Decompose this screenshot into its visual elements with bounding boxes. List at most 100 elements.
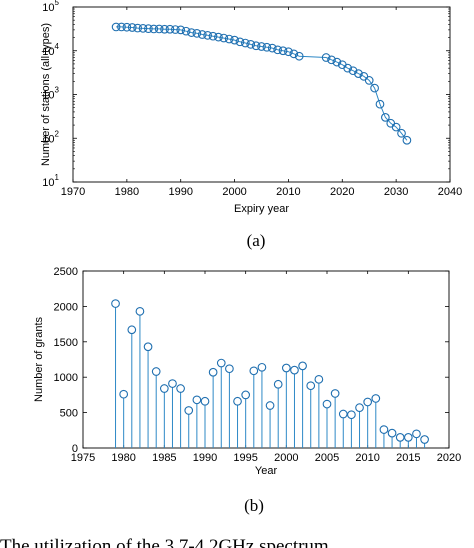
chart-b-xtick-label: 1985 (152, 452, 176, 464)
chart-a-data-point (208, 31, 218, 41)
chart-a-data-point (375, 99, 385, 109)
chart-a-data-point (176, 25, 186, 35)
chart-b-data-point (184, 406, 194, 415)
chart-a-data-point (354, 69, 363, 78)
chart-a-data-point (343, 63, 353, 73)
chart-b-data-point (192, 395, 202, 405)
chart-a-series-line (116, 26, 408, 141)
chart-a-ytick-exponent: 3 (55, 86, 60, 95)
chart-a-xtick-label: 2010 (276, 186, 300, 198)
chart-b-data-point (347, 410, 356, 420)
chart-a-data-point (230, 35, 239, 45)
chart-a-data-point (251, 41, 261, 51)
chart-b-axes-box (82, 270, 450, 449)
chart-b-ytick-label: 1000 (54, 372, 78, 384)
chart-a-data-point (197, 30, 207, 39)
chart-b-data-point (314, 374, 324, 384)
chart-b-xlabel: Year (255, 465, 278, 477)
chart-a-data-point (192, 28, 202, 38)
chart-b-data-point (168, 379, 177, 388)
chart-b-data-point (371, 394, 381, 403)
chart-b-panel-label: (b) (244, 496, 264, 515)
chart-b-data-point (379, 425, 389, 434)
chart-b-data-point (225, 364, 234, 374)
chart-b-data-point (119, 389, 129, 399)
chart-b-data-point (412, 429, 421, 439)
chart-a-data-point (181, 26, 191, 36)
chart-a-ylabel: Number of stations (all types) (40, 23, 52, 166)
chart-a-data-point (224, 34, 234, 44)
chart-a-data-point (348, 66, 358, 76)
chart-b-data-point (233, 396, 242, 406)
chart-b-xtick-label: 1975 (71, 452, 95, 464)
chart-a-ytick-label: 102 (42, 129, 59, 145)
chart-a: 1970 1980 1990 2000 2010 2020 2030 204010110210… (40, 0, 462, 250)
chart-a-data-point (273, 45, 283, 55)
chart-b-data-point (322, 399, 332, 409)
chart-b-xtick-label: 1990 (193, 452, 217, 464)
chart-b: 1975 1980 1985 1990 1995 2000 2005 2010 2015 2020… (33, 266, 461, 515)
chart-a-xtick-label: 2030 (384, 186, 408, 198)
chart-a-data-point (284, 47, 293, 57)
chart-a-ytick-label: 101 (42, 173, 59, 189)
chart-a-data-point (144, 24, 153, 33)
chart-a-data-point (321, 53, 331, 62)
chart-a-xtick-label: 1970 (61, 186, 85, 198)
chart-a-ytick-exponent: 2 (55, 129, 60, 138)
chart-b-data-point (176, 384, 185, 393)
chart-b-ytick-label: 2000 (54, 301, 78, 313)
chart-a-xtick-label: 2020 (330, 186, 354, 198)
chart-a-ytick-base: 10 (42, 133, 54, 145)
chart-b-xtick-label: 2015 (396, 452, 420, 464)
chart-a-data-point (257, 42, 266, 51)
chart-a-panel-label: (a) (247, 231, 266, 250)
chart-b-data-point (151, 367, 161, 376)
chart-b-xtick-label: 2020 (437, 452, 461, 464)
chart-a-ytick-label: 105 (42, 0, 59, 14)
chart-a-ytick-exponent: 1 (55, 173, 60, 182)
chart-a-data-point (370, 83, 379, 93)
chart-b-data-point (338, 409, 348, 419)
chart-b-data-point (143, 342, 153, 352)
chart-a-data-point (203, 30, 212, 40)
chart-a-data-point (170, 25, 180, 34)
chart-b-xtick-label: 1995 (233, 452, 257, 464)
chart-b-ytick-label: 0 (72, 443, 78, 455)
chart-a-data-point (246, 40, 256, 49)
chart-b-ylabel: Number of grants (33, 317, 45, 402)
chart-a-xtick-label: 1980 (115, 186, 139, 198)
chart-b-data-point (257, 362, 267, 372)
chart-a-xtick-label: 1990 (168, 186, 192, 198)
chart-a-data-point (149, 24, 159, 34)
chart-b-xtick-label: 2010 (355, 452, 379, 464)
chart-b-data-point (420, 435, 429, 444)
chart-b-data-point (135, 307, 145, 316)
chart-a-data-point (165, 24, 175, 34)
figure-caption: The utilization of the 3.7-4.2GHz spectr… (0, 536, 329, 548)
chart-b-data-point (208, 367, 218, 377)
chart-a-data-point (294, 51, 304, 61)
chart-a-ytick-exponent: 5 (55, 0, 60, 7)
chart-a-data-point (127, 23, 137, 32)
chart-b-ytick-label: 500 (60, 408, 78, 420)
chart-b-data-point (241, 390, 251, 400)
chart-a-data-point (138, 24, 148, 33)
chart-a-axes-box (72, 6, 451, 183)
chart-a-data-point (359, 71, 369, 81)
chart-a-xtick-label: 2040 (438, 186, 462, 198)
chart-b-data-point (290, 365, 299, 375)
chart-a-ytick-base: 10 (42, 90, 54, 102)
chart-a-data-point (219, 33, 229, 43)
chart-b-ytick-label: 2500 (54, 266, 78, 278)
chart-a-data-point (262, 42, 272, 52)
chart-a-data-point (364, 76, 374, 85)
chart-a-data-point (187, 28, 196, 37)
chart-b-data-point (298, 361, 307, 371)
chart-b-data-point (265, 401, 275, 410)
chart-b-xtick-label: 2005 (315, 452, 339, 464)
chart-b-xtick-label: 2000 (274, 452, 298, 464)
chart-a-data-point (160, 24, 169, 34)
chart-a-data-point (133, 23, 142, 33)
chart-a-data-point (391, 122, 401, 132)
chart-a-data-point (240, 38, 250, 48)
